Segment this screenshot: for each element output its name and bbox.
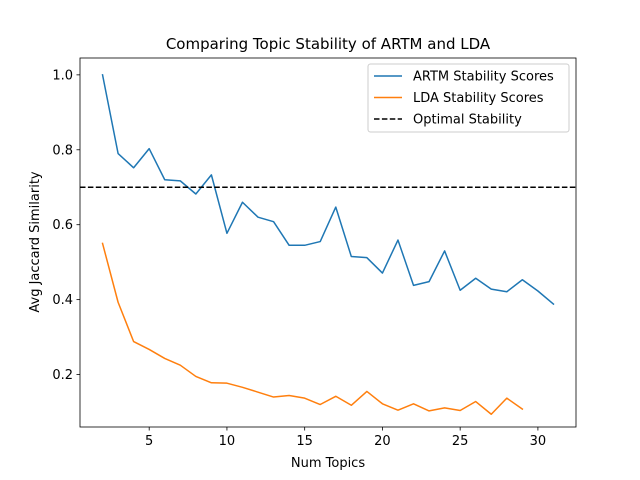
artm-stability-line — [101, 73, 555, 306]
y-tick-label: 0.2 — [52, 368, 73, 383]
y-tick-label: 0.8 — [52, 143, 73, 158]
axes-frame — [79, 57, 577, 428]
x-tick-label: 10 — [219, 434, 236, 449]
legend-entry-label: ARTM Stability Scores — [413, 70, 554, 85]
x-tick-label: 20 — [374, 434, 391, 449]
plot-area: 5 10 15 20 25 30 0.2 0.4 0.6 0.8 1.0 — [52, 57, 577, 449]
y-tick-label: 1.0 — [52, 68, 73, 83]
x-tick-label: 5 — [145, 434, 153, 449]
x-tick-label: 25 — [452, 434, 469, 449]
legend-entry-label: Optimal Stability — [413, 113, 522, 128]
series-group — [80, 73, 576, 416]
x-tick-label: 15 — [296, 434, 313, 449]
legend: ARTM Stability Scores LDA Stability Score… — [367, 63, 570, 133]
y-tick-label: 0.6 — [52, 218, 73, 233]
x-tick-label: 30 — [530, 434, 547, 449]
lda-stability-line — [101, 242, 524, 416]
legend-entry-label: LDA Stability Scores — [413, 91, 544, 106]
y-axis-label: Avg Jaccard Similarity — [28, 171, 43, 313]
legend-box — [367, 63, 570, 133]
x-axis-label: Num Topics — [291, 456, 365, 471]
chart-title: Comparing Topic Stability of ARTM and LD… — [166, 35, 491, 53]
y-tick-label: 0.4 — [52, 293, 73, 308]
